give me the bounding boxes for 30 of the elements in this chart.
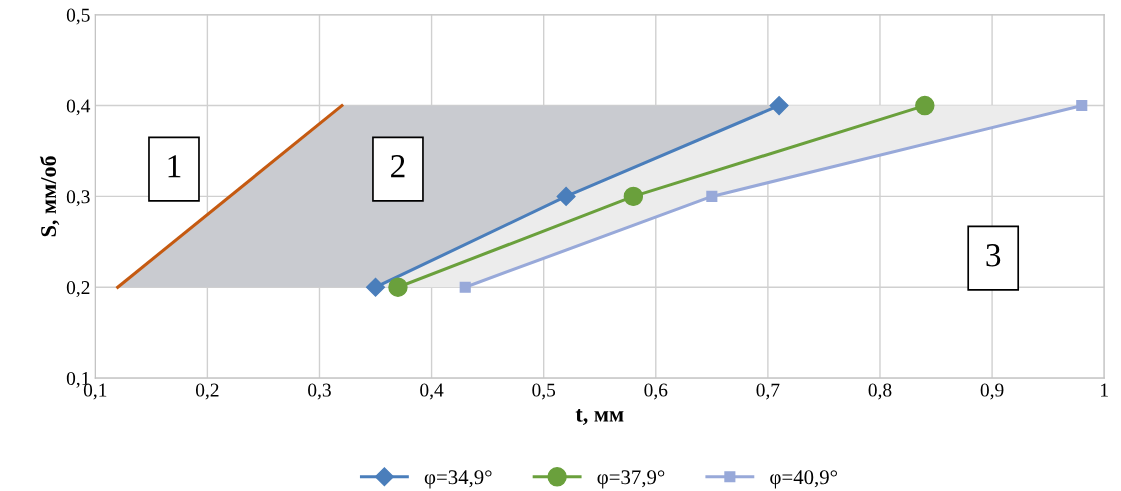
annotation: 2 [391, 155, 405, 178]
point [388, 277, 408, 297]
point [706, 190, 718, 202]
annotation: 1 [168, 155, 181, 178]
point [623, 186, 644, 207]
legend-label: φ=40,9° [770, 470, 837, 489]
x-tick-label: 0,9 [980, 383, 1004, 400]
point [915, 95, 935, 116]
y-tick-label: 0,2 [66, 281, 90, 297]
x-tick-label: 0,6 [644, 383, 668, 400]
x-tick-label: 0,4 [420, 383, 444, 400]
point [1076, 100, 1088, 112]
x-tick-label: 0,3 [308, 383, 331, 400]
x-tick-label: 1 [1101, 383, 1108, 397]
legend-label: φ=37,9° [597, 470, 665, 489]
y-tick-label: 0,5 [66, 8, 90, 25]
x-axis-title: t, мм [575, 409, 624, 425]
point [556, 186, 576, 206]
annotation: 3 [986, 244, 1001, 267]
x-tick-label: 0,7 [756, 383, 780, 400]
x-tick-label: 0,5 [532, 383, 556, 400]
point [366, 277, 386, 297]
x-tick-label: 0,2 [195, 383, 219, 400]
y-tick-label: 0,4 [66, 99, 91, 116]
y-axis-title: S, мм/об [39, 156, 60, 237]
y-tick-label: 0,3 [66, 190, 90, 207]
point [769, 96, 789, 116]
x-tick-label: 0,8 [868, 383, 892, 400]
point [459, 281, 471, 293]
legend-label: φ=34,9° [424, 470, 492, 489]
